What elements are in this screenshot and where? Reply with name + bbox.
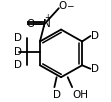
Text: D: D — [91, 31, 99, 41]
Text: O=N: O=N — [26, 19, 51, 29]
Text: D: D — [14, 33, 22, 43]
Text: D: D — [14, 47, 22, 57]
Text: −: − — [66, 1, 74, 10]
Text: +: + — [44, 13, 50, 22]
Text: D: D — [53, 90, 61, 100]
Text: OH: OH — [72, 90, 88, 100]
Text: D: D — [91, 64, 99, 74]
Text: D: D — [14, 60, 22, 70]
Text: O: O — [58, 1, 66, 11]
